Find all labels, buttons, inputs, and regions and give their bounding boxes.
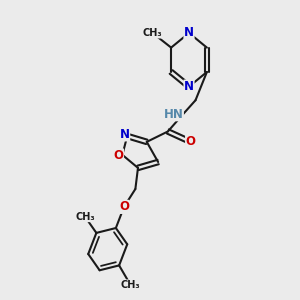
Text: CH₃: CH₃ — [143, 28, 162, 38]
Text: N: N — [120, 128, 130, 141]
Text: CH₃: CH₃ — [75, 212, 95, 222]
Text: CH₃: CH₃ — [121, 280, 140, 290]
Text: HN: HN — [164, 108, 183, 121]
Text: N: N — [184, 80, 194, 93]
Text: N: N — [184, 26, 194, 40]
Text: O: O — [113, 149, 124, 162]
Text: O: O — [186, 135, 196, 148]
Text: O: O — [119, 200, 129, 213]
